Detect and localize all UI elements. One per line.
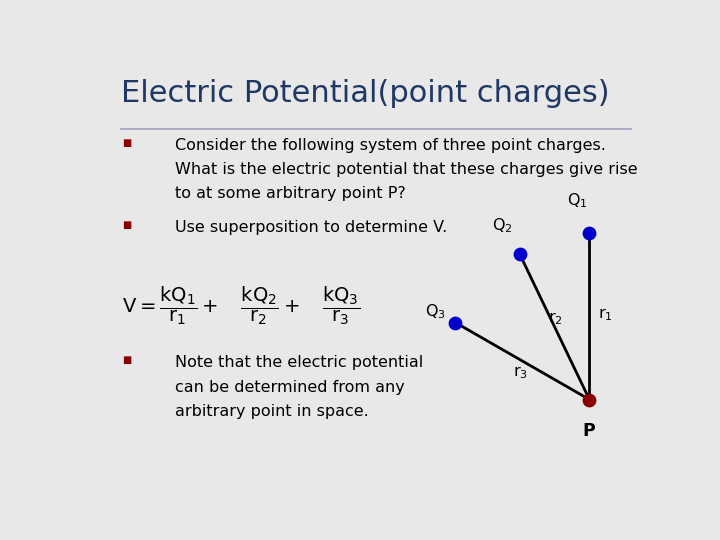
Text: Q$_1$: Q$_1$ (567, 192, 588, 210)
Text: r$_2$: r$_2$ (547, 310, 562, 327)
Text: Consider the following system of three point charges.: Consider the following system of three p… (176, 138, 606, 153)
Text: Electric Potential(point charges): Electric Potential(point charges) (121, 79, 609, 109)
Point (584, 229, 595, 238)
Text: Q$_3$: Q$_3$ (425, 302, 446, 321)
Text: r$_3$: r$_3$ (513, 364, 528, 381)
Point (450, 318, 462, 327)
Text: ■: ■ (122, 355, 132, 366)
Text: arbitrary point in space.: arbitrary point in space. (176, 404, 369, 418)
Text: r$_1$: r$_1$ (598, 306, 613, 322)
Text: $\mathsf{V = \dfrac{kQ_1}{r_1} + \quad \dfrac{kQ_2}{r_2} + \quad \dfrac{kQ_3}{r_: $\mathsf{V = \dfrac{kQ_1}{r_1} + \quad \… (122, 285, 361, 327)
Text: Note that the electric potential: Note that the electric potential (176, 355, 423, 370)
Text: to at some arbitrary point P?: to at some arbitrary point P? (176, 186, 406, 201)
Text: Q$_2$: Q$_2$ (492, 217, 513, 235)
Text: ■: ■ (122, 138, 132, 147)
Text: can be determined from any: can be determined from any (176, 380, 405, 395)
Point (514, 249, 526, 258)
Text: What is the electric potential that these charges give rise: What is the electric potential that thes… (176, 161, 638, 177)
Text: ■: ■ (122, 220, 132, 230)
Point (584, 395, 595, 404)
Text: Use superposition to determine V.: Use superposition to determine V. (176, 220, 448, 235)
Text: P: P (582, 422, 595, 441)
